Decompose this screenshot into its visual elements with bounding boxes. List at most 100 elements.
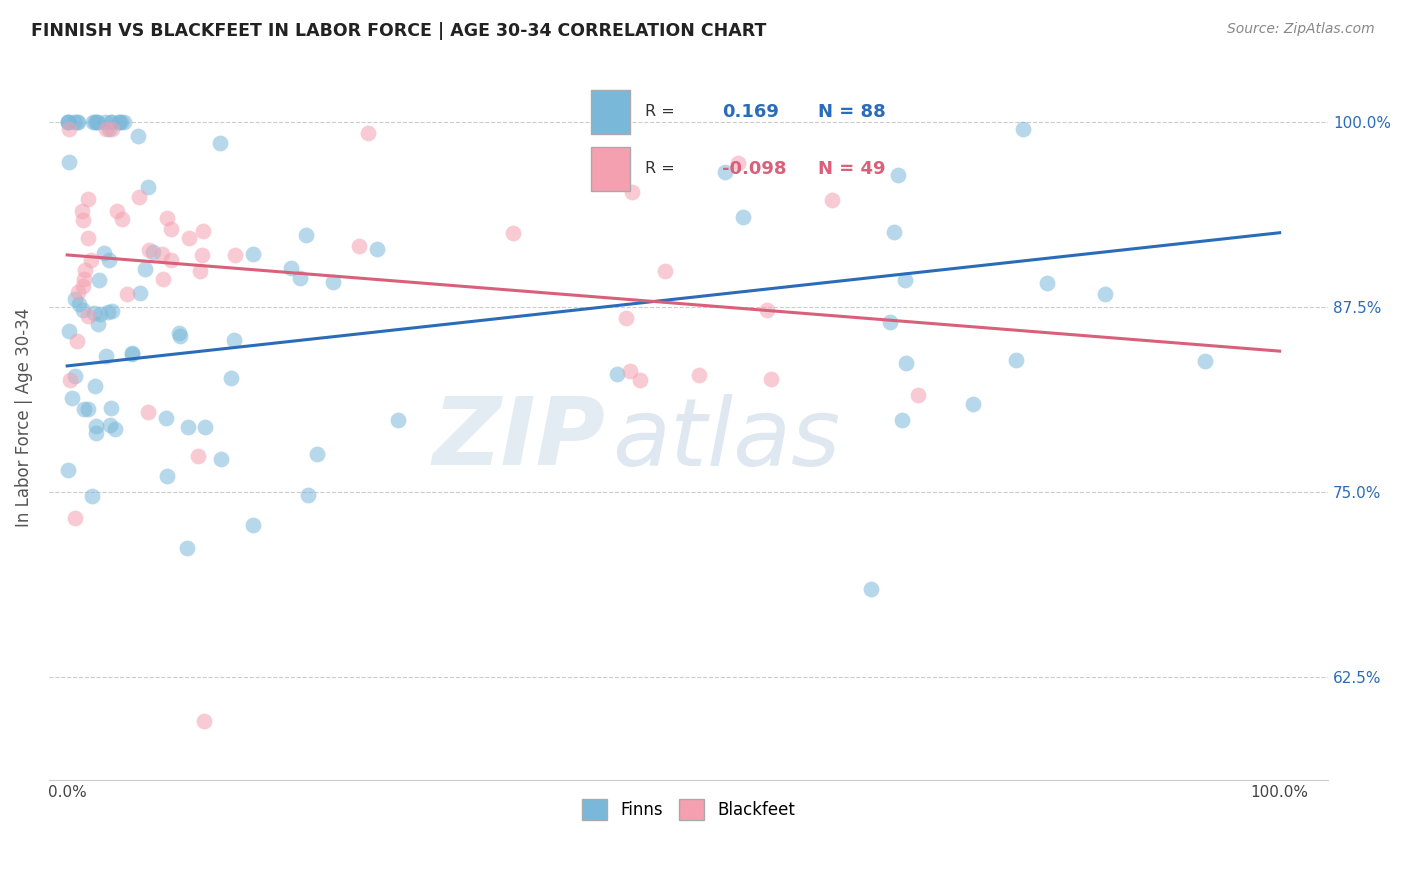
Point	[76, 402, 98, 417]
Point	[67, 114, 90, 128]
Point	[209, 452, 232, 467]
Point	[104, 422, 127, 436]
Point	[63, 292, 86, 306]
Point	[107, 114, 129, 128]
Point	[108, 114, 131, 128]
Point	[77, 231, 100, 245]
Point	[167, 326, 190, 340]
Point	[94, 114, 117, 128]
Point	[65, 334, 87, 348]
Point	[169, 328, 191, 343]
Point	[110, 114, 132, 128]
Point	[191, 248, 214, 262]
Point	[879, 315, 901, 329]
Point	[297, 488, 319, 502]
Point	[688, 368, 710, 383]
Point	[72, 212, 94, 227]
Point	[62, 114, 84, 128]
Point	[100, 401, 122, 415]
Point	[97, 252, 120, 267]
Point	[894, 356, 917, 370]
Point	[357, 126, 380, 140]
Point	[187, 449, 209, 463]
Point	[77, 309, 100, 323]
Point	[179, 230, 201, 244]
Point	[100, 114, 122, 128]
Point	[83, 306, 105, 320]
Point	[100, 114, 122, 128]
Point	[221, 371, 243, 385]
Text: atlas: atlas	[612, 394, 839, 485]
Point	[366, 242, 388, 256]
Point	[112, 114, 135, 128]
Legend: Finns, Blackfeet: Finns, Blackfeet	[575, 793, 803, 826]
Point	[93, 245, 115, 260]
Point	[654, 264, 676, 278]
Point	[731, 211, 754, 225]
Point	[628, 373, 651, 387]
Point	[86, 114, 108, 128]
Point	[188, 264, 211, 278]
Point	[127, 128, 149, 143]
Point	[105, 203, 128, 218]
Point	[121, 347, 143, 361]
Text: Source: ZipAtlas.com: Source: ZipAtlas.com	[1227, 22, 1375, 37]
Point	[193, 714, 215, 728]
Point	[138, 243, 160, 257]
Point	[194, 420, 217, 434]
Point	[84, 114, 107, 128]
Point	[58, 324, 80, 338]
Point	[242, 518, 264, 533]
Point	[305, 447, 328, 461]
Point	[84, 378, 107, 392]
Point	[97, 122, 120, 136]
Point	[387, 413, 409, 427]
Point	[121, 345, 143, 359]
Point	[86, 114, 108, 128]
Point	[111, 212, 134, 227]
Point	[322, 275, 344, 289]
Point	[620, 186, 643, 200]
Point	[70, 204, 93, 219]
Point	[101, 122, 124, 136]
Point	[59, 373, 82, 387]
Point	[58, 122, 80, 136]
Point	[60, 391, 83, 405]
Point	[1012, 122, 1035, 136]
Point	[821, 193, 844, 207]
Point	[160, 222, 183, 236]
Point	[176, 541, 198, 555]
Point	[280, 261, 302, 276]
Point	[1063, 818, 1085, 832]
Point	[242, 246, 264, 260]
Point	[75, 262, 97, 277]
Y-axis label: In Labor Force | Age 30-34: In Labor Force | Age 30-34	[15, 308, 32, 527]
Point	[73, 272, 96, 286]
Point	[87, 317, 110, 331]
Point	[82, 489, 104, 503]
Point	[79, 252, 101, 267]
Point	[890, 413, 912, 427]
Point	[63, 369, 86, 384]
Point	[73, 402, 96, 417]
Point	[224, 333, 246, 347]
Point	[58, 114, 80, 128]
Point	[907, 388, 929, 402]
Point	[97, 305, 120, 319]
Point	[67, 296, 90, 310]
Point	[177, 420, 200, 434]
Point	[100, 304, 122, 318]
Point	[136, 405, 159, 419]
Point	[141, 245, 163, 260]
Point	[89, 307, 111, 321]
Point	[134, 262, 156, 277]
Point	[58, 154, 80, 169]
Point	[94, 122, 117, 136]
Point	[63, 511, 86, 525]
Point	[1005, 353, 1028, 368]
Point	[883, 226, 905, 240]
Point	[72, 279, 94, 293]
Point	[156, 211, 179, 226]
Point	[98, 417, 121, 432]
Point	[94, 349, 117, 363]
